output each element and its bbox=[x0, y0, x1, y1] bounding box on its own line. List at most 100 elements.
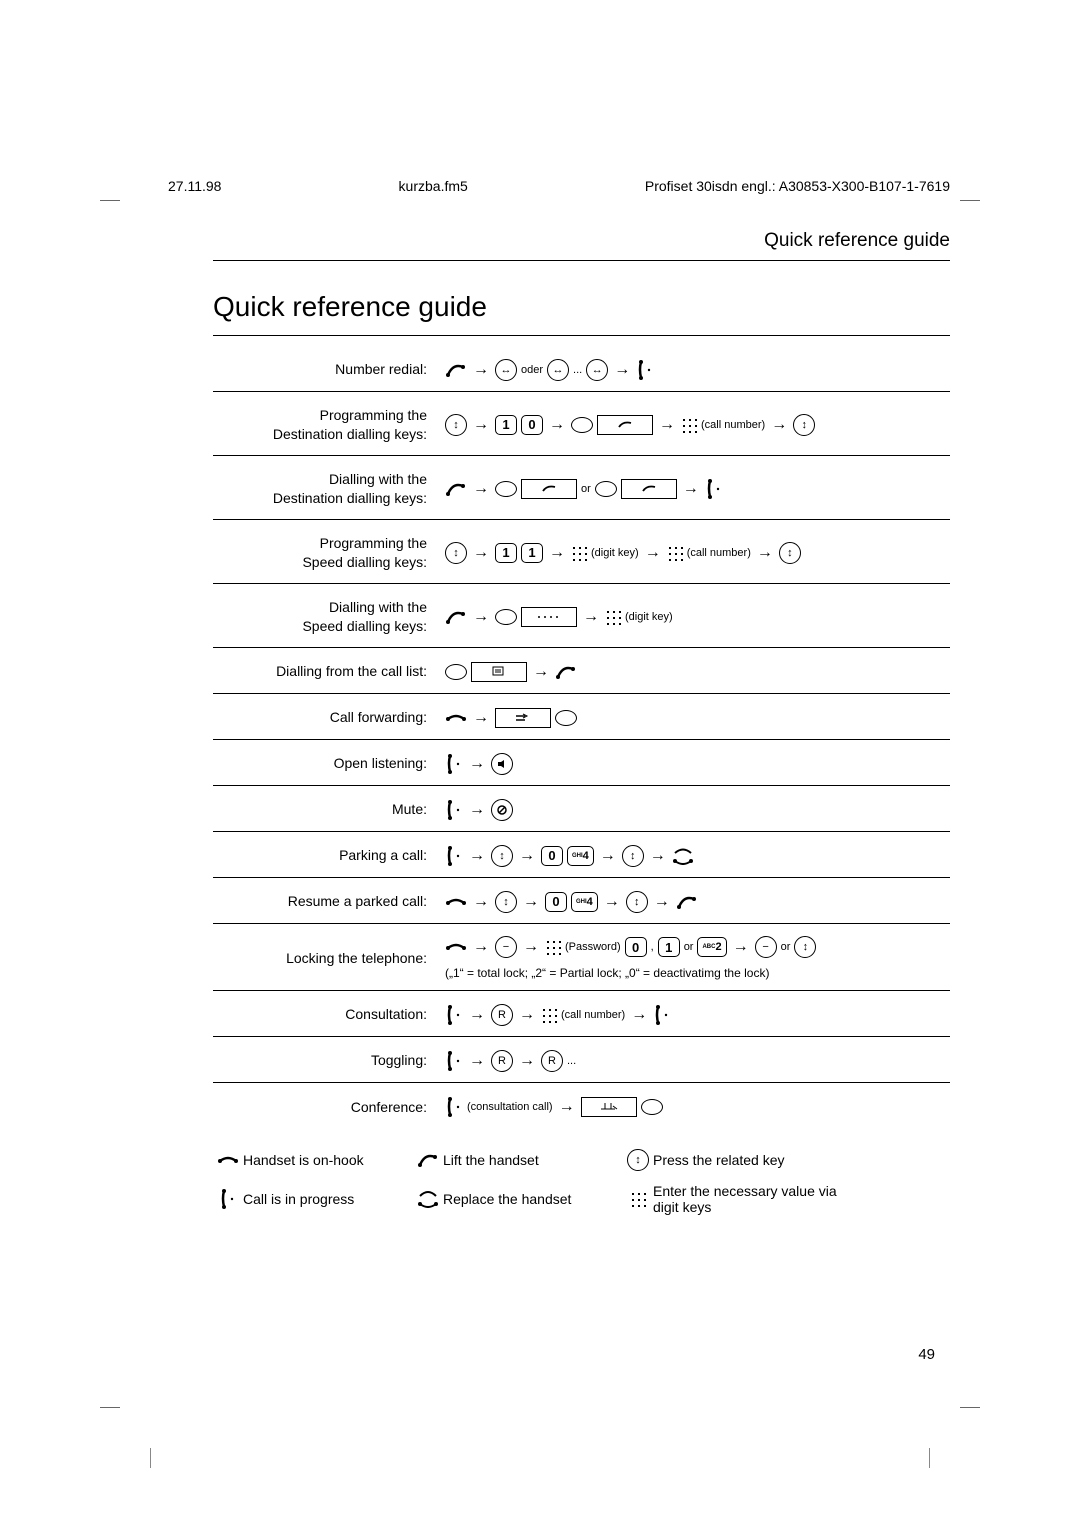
oval-key-icon bbox=[445, 664, 467, 680]
legend-text: Call is in progress bbox=[243, 1191, 413, 1207]
scroll-key-icon: ↕ bbox=[793, 414, 815, 436]
oval-key-icon bbox=[555, 710, 577, 726]
call-progress-icon bbox=[636, 359, 654, 381]
legend: Handset is on-hook Lift the handset ↕ Pr… bbox=[213, 1149, 950, 1215]
arrow-icon: → bbox=[631, 1006, 647, 1024]
lift-handset-icon bbox=[413, 1151, 443, 1169]
minus-key-icon: − bbox=[495, 936, 517, 958]
arrow-icon: → bbox=[469, 1052, 485, 1070]
meta-docref: Profiset 30isdn engl.: A30853-X300-B107-… bbox=[645, 178, 950, 194]
digit-key: 1 bbox=[495, 543, 517, 563]
arrow-icon: → bbox=[683, 480, 699, 498]
r-key-icon: R bbox=[491, 1050, 513, 1072]
row-content: ↕ → 1 0 → → (call number) → ↕ bbox=[435, 414, 950, 436]
meta-date: 27.11.98 bbox=[168, 178, 221, 194]
row-mute: Mute: → bbox=[213, 786, 950, 832]
crop-mark bbox=[960, 200, 980, 201]
oval-key-icon bbox=[495, 481, 517, 497]
row-label: Dialling from the call list: bbox=[213, 662, 435, 680]
arrow-icon: → bbox=[523, 938, 539, 956]
arrow-icon: → bbox=[733, 938, 749, 956]
legend-text: Lift the handset bbox=[443, 1152, 623, 1168]
legend-text: Replace the handset bbox=[443, 1191, 623, 1207]
text-callnum: (call number) bbox=[701, 419, 765, 431]
keypad-icon bbox=[571, 545, 587, 561]
label-line: Dialling with the bbox=[329, 471, 427, 487]
arrow-icon: → bbox=[645, 544, 661, 562]
row-content: → R → R ... bbox=[435, 1050, 950, 1072]
row-label: Call forwarding: bbox=[213, 708, 435, 726]
keypad-icon bbox=[605, 609, 621, 625]
call-progress-icon bbox=[445, 1096, 463, 1118]
crop-bar bbox=[150, 1448, 151, 1468]
arrow-icon: → bbox=[519, 847, 535, 865]
row-label: Programming the Speed dialling keys: bbox=[213, 534, 435, 570]
arrow-icon: → bbox=[519, 1052, 535, 1070]
row-park: Parking a call: → ↕ → 0 GHI4 → ↕ → bbox=[213, 832, 950, 878]
arrow-icon: → bbox=[473, 544, 489, 562]
legend-text: Press the related key bbox=[653, 1152, 843, 1168]
call-progress-icon bbox=[445, 753, 463, 775]
text-callnum: (call number) bbox=[561, 1009, 625, 1021]
digit-key: ABC2 bbox=[697, 937, 726, 957]
row-label: Parking a call: bbox=[213, 846, 435, 864]
row-label: Programming the Destination dialling key… bbox=[213, 406, 435, 442]
row-label: Mute: bbox=[213, 800, 435, 818]
row-content: → − → (Password) 0 , 1 or ABC2 → − or ↕ … bbox=[435, 936, 950, 980]
arrow-icon: → bbox=[469, 801, 485, 819]
row-toggle: Toggling: → R → R ... bbox=[213, 1037, 950, 1083]
call-progress-icon bbox=[653, 1004, 671, 1026]
row-dial-dest: Dialling with the Destination dialling k… bbox=[213, 456, 950, 520]
text-or: or bbox=[581, 483, 591, 495]
text-callnum: (call number) bbox=[687, 547, 751, 559]
arrow-icon: → bbox=[659, 416, 675, 434]
call-progress-icon bbox=[705, 478, 723, 500]
row-call-forward: Call forwarding: → bbox=[213, 694, 950, 740]
lift-handset-icon bbox=[676, 893, 698, 911]
row-prog-speed: Programming the Speed dialling keys: ↕ →… bbox=[213, 520, 950, 584]
soft-key-icon bbox=[621, 479, 677, 499]
row-content: → ↕ → 0 GHI4 → ↕ → bbox=[435, 891, 950, 913]
label-line: Destination dialling keys: bbox=[273, 490, 427, 506]
label-line: Speed dialling keys: bbox=[302, 618, 427, 634]
oval-key-icon bbox=[641, 1099, 663, 1115]
digit-key: 0 bbox=[541, 846, 563, 866]
digit-key: 0 bbox=[521, 415, 543, 435]
row-label: Resume a parked call: bbox=[213, 892, 435, 910]
arrow-icon: → bbox=[604, 893, 620, 911]
arrow-icon: → bbox=[473, 608, 489, 626]
arrow-icon: → bbox=[473, 361, 489, 379]
meta-file: kurzba.fm5 bbox=[399, 178, 468, 194]
guide-table: Number redial: → ↔ oder ↔ ... ↔ → Progra… bbox=[213, 346, 950, 1129]
oval-key-icon bbox=[595, 481, 617, 497]
arrow-icon: → bbox=[473, 709, 489, 727]
onhook-icon bbox=[445, 711, 467, 725]
arrow-icon: → bbox=[469, 755, 485, 773]
r-key-icon: R bbox=[541, 1050, 563, 1072]
related-key-icon: ↕ bbox=[623, 1149, 653, 1171]
row-content: → ↕ → 0 GHI4 → ↕ → bbox=[435, 845, 950, 867]
header-meta: 27.11.98 kurzba.fm5 Profiset 30isdn engl… bbox=[168, 178, 950, 194]
r-key-icon: R bbox=[491, 1004, 513, 1026]
digit-key: 1 bbox=[521, 543, 543, 563]
forward-key-icon bbox=[495, 708, 551, 728]
row-dial-speed: Dialling with the Speed dialling keys: →… bbox=[213, 584, 950, 648]
lift-handset-icon bbox=[445, 361, 467, 379]
oval-key-icon bbox=[495, 609, 517, 625]
row-prog-dest: Programming the Destination dialling key… bbox=[213, 392, 950, 456]
row-label: Locking the telephone: bbox=[213, 949, 435, 967]
row-resume: Resume a parked call: → ↕ → 0 GHI4 → ↕ → bbox=[213, 878, 950, 924]
text-digit: (digit key) bbox=[591, 547, 639, 559]
crop-mark bbox=[100, 1407, 120, 1408]
crop-bar bbox=[929, 1448, 930, 1468]
section-header: Quick reference guide bbox=[213, 230, 950, 261]
speaker-key-icon bbox=[491, 753, 513, 775]
soft-key-icon bbox=[521, 479, 577, 499]
scroll-key-icon: ↕ bbox=[622, 845, 644, 867]
arrow-icon: → bbox=[549, 416, 565, 434]
lock-note: („1“ = total lock; „2“ = Partial lock; „… bbox=[445, 966, 950, 980]
digit-key: 0 bbox=[545, 892, 567, 912]
minus-key-icon: − bbox=[755, 936, 777, 958]
arrow-icon: → bbox=[473, 480, 489, 498]
row-content: → bbox=[435, 662, 950, 682]
